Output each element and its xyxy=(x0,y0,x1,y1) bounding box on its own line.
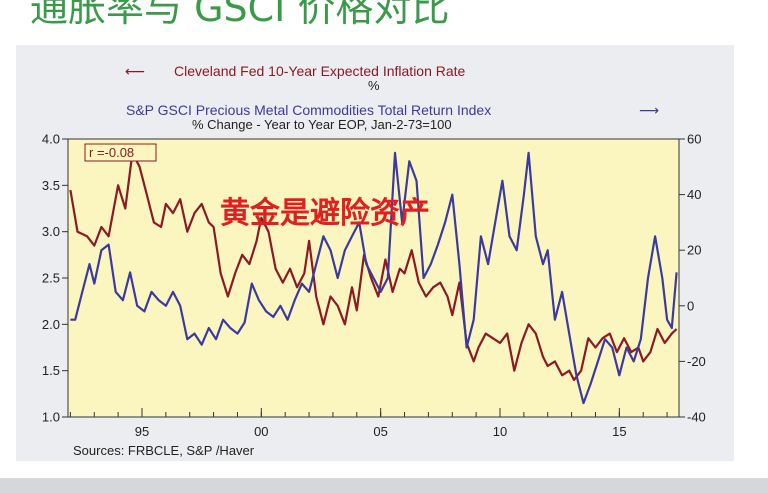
x-axis: 95 00 05 10 15 xyxy=(69,408,668,439)
right-tick-label: 20 xyxy=(687,243,701,258)
left-tick-label: 2.0 xyxy=(42,317,60,332)
legend-inflation-label: Cleveland Fed 10-Year Expected Inflation… xyxy=(174,63,466,79)
correlation-label: r =-0.08 xyxy=(89,145,134,160)
left-tick-label: 1.5 xyxy=(42,363,60,378)
legend-gsci-arrow: ⟶ xyxy=(639,102,659,118)
legend-inflation-unit: % xyxy=(368,78,380,93)
right-axis: -40 -20 0 20 40 60 xyxy=(679,132,706,425)
right-tick-label: 40 xyxy=(687,187,701,202)
right-tick-label: 60 xyxy=(687,132,701,147)
x-tick-label: 00 xyxy=(254,424,268,439)
left-tick-label: 3.0 xyxy=(42,224,60,239)
x-tick-label: 10 xyxy=(493,424,507,439)
x-tick-label: 15 xyxy=(612,424,626,439)
chart-svg: ⟵ Cleveland Fed 10-Year Expected Inflati… xyxy=(42,63,706,458)
chart-panel: ⟵ Cleveland Fed 10-Year Expected Inflati… xyxy=(16,45,734,461)
left-tick-label: 2.5 xyxy=(42,271,60,286)
left-axis: 1.0 1.5 2.0 2.5 3.0 3.5 4.0 xyxy=(42,132,68,425)
x-tick-label: 05 xyxy=(373,424,387,439)
footer-bar xyxy=(0,478,768,493)
correlation-box xyxy=(84,143,157,162)
legend-gsci-label: S&P GSCI Precious Metal Commodities Tota… xyxy=(126,102,491,118)
legend-gsci-sub: % Change - Year to Year EOP, Jan-2-73=10… xyxy=(192,117,452,132)
left-tick-label: 1.0 xyxy=(42,410,60,425)
legend-inflation-arrow: ⟵ xyxy=(125,63,145,79)
left-tick-label: 4.0 xyxy=(42,132,60,147)
slide-title: 通胀率与 GSCI 价格对比 xyxy=(30,0,450,30)
left-tick-label: 3.5 xyxy=(42,178,60,193)
right-tick-label: -40 xyxy=(687,410,706,425)
x-tick-label: 95 xyxy=(135,424,149,439)
series-line-gsci xyxy=(70,151,678,405)
right-tick-label: -20 xyxy=(687,354,706,369)
legend: ⟵ Cleveland Fed 10-Year Expected Inflati… xyxy=(125,63,659,132)
chart-annotation: 黄金是避险资产 xyxy=(220,196,430,231)
right-tick-label: 0 xyxy=(687,298,694,313)
sources-note: Sources: FRBCLE, S&P /Haver xyxy=(73,443,255,458)
